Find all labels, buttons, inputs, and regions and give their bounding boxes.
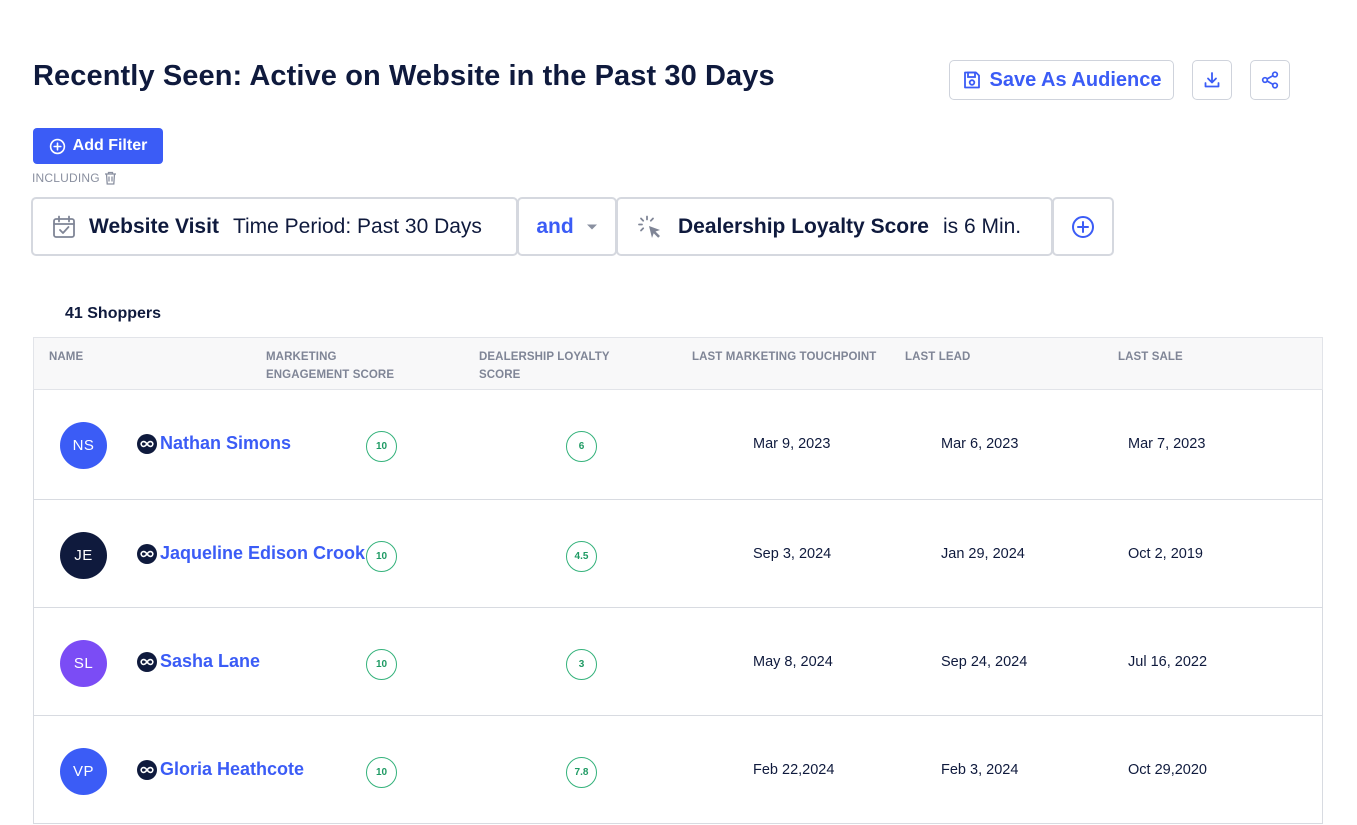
- shopper-count: 41 Shoppers: [65, 305, 162, 322]
- column-header-line: LAST LEAD: [905, 351, 971, 363]
- engagement-score-value: 10: [375, 551, 388, 562]
- loyalty-score-badge: 4.5: [566, 541, 597, 572]
- trash-icon[interactable]: [104, 171, 117, 185]
- filter-chip-loyalty-score[interactable]: Dealership Loyalty Score is 6 Min.: [616, 197, 1053, 256]
- share-button[interactable]: [1250, 60, 1290, 100]
- engagement-score-value: 10: [375, 767, 388, 778]
- loyalty-score-badge: 3: [566, 649, 597, 680]
- filter-chip-detail: Time Period: Past 30 Days: [232, 214, 482, 238]
- infinity-icon: [137, 543, 157, 564]
- filter-chip-detail: is 6 Min.: [942, 214, 1022, 238]
- last-touchpoint-date: May 8, 2024: [753, 654, 833, 670]
- shopper-name-link[interactable]: Jaqueline Edison Crook: [160, 543, 366, 563]
- share-icon: [1260, 70, 1280, 90]
- shopper-name-cell: Gloria Heathcote: [137, 759, 304, 780]
- table-body: NS Nathan Simons 10 6 Mar 9, 2023 Mar 6,…: [33, 390, 1323, 824]
- last-lead-date: Mar 6, 2023: [941, 436, 1019, 452]
- loyalty-score-value: 6: [578, 441, 585, 452]
- engagement-score-badge: 10: [366, 541, 397, 572]
- add-condition-button[interactable]: [1052, 197, 1114, 256]
- avatar-initials: SL: [73, 655, 94, 672]
- avatar: NS: [60, 422, 107, 469]
- page-title: Recently Seen: Active on Website in the …: [33, 60, 775, 92]
- last-touchpoint-date: Feb 22,2024: [753, 762, 835, 778]
- column-header-line: ENGAGEMENT SCORE: [266, 369, 395, 381]
- loyalty-score-value: 4.5: [574, 551, 589, 562]
- filter-chip-website-visit[interactable]: Website Visit Time Period: Past 30 Days: [31, 197, 518, 256]
- last-sale-date: Mar 7, 2023: [1128, 436, 1206, 452]
- save-as-audience-label: Save As Audience: [989, 68, 1162, 91]
- column-header-loyalty[interactable]: DEALERSHIP LOYALTY SCORE: [479, 348, 610, 384]
- column-header-last-sale[interactable]: LAST SALE: [1118, 348, 1183, 366]
- last-lead-date: Feb 3, 2024: [941, 762, 1019, 778]
- last-touchpoint-date: Sep 3, 2024: [753, 546, 832, 562]
- download-button[interactable]: [1192, 60, 1232, 100]
- column-header-line: MARKETING: [266, 351, 337, 363]
- plus-circle-icon: [49, 138, 66, 155]
- filter-chip-title: Dealership Loyalty Score: [678, 214, 929, 238]
- loyalty-score-value: 7.8: [574, 767, 589, 778]
- avatar-initials: VP: [72, 763, 94, 780]
- loyalty-score-value: 3: [578, 659, 585, 670]
- download-icon: [1202, 70, 1222, 90]
- column-header-line: LAST MARKETING TOUCHPOINT: [692, 351, 877, 363]
- column-header-name[interactable]: NAME: [49, 348, 83, 366]
- table-header: NAME MARKETING ENGAGEMENT SCORE DEALERSH…: [33, 337, 1323, 390]
- engagement-score-badge: 10: [366, 757, 397, 788]
- engagement-score-badge: 10: [366, 649, 397, 680]
- last-sale-date: Oct 29,2020: [1128, 762, 1207, 778]
- avatar: JE: [60, 532, 107, 579]
- table-row[interactable]: SL Sasha Lane 10 3 May 8, 2024 Sep 24, 2…: [33, 608, 1323, 716]
- avatar-initials: NS: [72, 437, 95, 454]
- including-label: INCLUDING: [32, 171, 100, 185]
- filter-chip-title: Website Visit: [89, 214, 219, 238]
- engagement-score-value: 10: [375, 659, 388, 670]
- shopper-name-link[interactable]: Gloria Heathcote: [160, 759, 305, 779]
- last-touchpoint-date: Mar 9, 2023: [753, 436, 831, 452]
- infinity-icon: [137, 651, 157, 672]
- calendar-check-icon: [51, 214, 77, 240]
- shoppers-table: NAME MARKETING ENGAGEMENT SCORE DEALERSH…: [33, 337, 1323, 824]
- loyalty-score-badge: 6: [566, 431, 597, 462]
- column-header-line: NAME: [49, 351, 84, 363]
- column-header-last-lead[interactable]: LAST LEAD: [905, 348, 970, 366]
- last-lead-date: Jan 29, 2024: [941, 546, 1025, 562]
- save-as-audience-button[interactable]: Save As Audience: [949, 60, 1174, 100]
- shopper-name-link[interactable]: Sasha Lane: [160, 651, 261, 671]
- infinity-icon: [137, 759, 157, 780]
- column-header-line: LAST SALE: [1118, 351, 1183, 363]
- engagement-score-badge: 10: [366, 431, 397, 462]
- loyalty-score-badge: 7.8: [566, 757, 597, 788]
- shopper-name-cell: Nathan Simons: [137, 433, 291, 454]
- including-label-row: INCLUDING: [32, 171, 117, 185]
- table-row[interactable]: JE Jaqueline Edison Crook 10 4.5 Sep 3, …: [33, 500, 1323, 608]
- last-lead-date: Sep 24, 2024: [941, 654, 1028, 670]
- add-filter-label: Add Filter: [72, 137, 148, 154]
- add-filter-button[interactable]: Add Filter: [33, 128, 163, 164]
- floppy-disk-icon: [962, 70, 982, 90]
- operator-dropdown[interactable]: and: [517, 197, 617, 256]
- infinity-icon: [137, 433, 157, 454]
- shopper-name-cell: Sasha Lane: [137, 651, 260, 672]
- last-sale-date: Jul 16, 2022: [1128, 654, 1208, 670]
- operator-label: and: [536, 214, 574, 238]
- filter-bar: Website Visit Time Period: Past 30 Days …: [31, 197, 1114, 256]
- column-header-engagement[interactable]: MARKETING ENGAGEMENT SCORE: [266, 348, 394, 384]
- shopper-name-link[interactable]: Nathan Simons: [160, 433, 292, 453]
- avatar: VP: [60, 748, 107, 795]
- column-header-line: SCORE: [479, 369, 521, 381]
- column-header-line: DEALERSHIP LOYALTY: [479, 351, 610, 363]
- cursor-click-icon: [636, 213, 664, 241]
- last-sale-date: Oct 2, 2019: [1128, 546, 1203, 562]
- caret-down-icon: [586, 223, 598, 231]
- shopper-name-cell: Jaqueline Edison Crook: [137, 543, 365, 564]
- table-row[interactable]: NS Nathan Simons 10 6 Mar 9, 2023 Mar 6,…: [33, 390, 1323, 500]
- column-header-touchpoint[interactable]: LAST MARKETING TOUCHPOINT: [692, 348, 876, 366]
- plus-circle-icon: [1071, 215, 1095, 239]
- avatar: SL: [60, 640, 107, 687]
- engagement-score-value: 10: [375, 441, 388, 452]
- avatar-initials: JE: [74, 547, 93, 564]
- table-row[interactable]: VP Gloria Heathcote 10 7.8 Feb 22,2024 F…: [33, 716, 1323, 824]
